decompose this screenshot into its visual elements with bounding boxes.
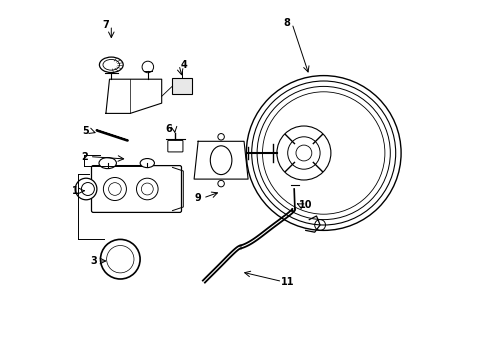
Text: 5: 5 [82, 126, 89, 136]
Text: 2: 2 [81, 152, 87, 162]
Circle shape [75, 178, 97, 200]
FancyBboxPatch shape [167, 140, 183, 152]
Text: 6: 6 [165, 123, 172, 134]
Ellipse shape [99, 158, 116, 168]
Text: 3: 3 [90, 256, 97, 266]
Text: 11: 11 [281, 276, 294, 287]
Text: 7: 7 [102, 20, 109, 30]
Text: 1: 1 [72, 186, 79, 196]
Circle shape [101, 239, 140, 279]
Ellipse shape [140, 158, 154, 168]
FancyBboxPatch shape [172, 78, 192, 94]
Text: 4: 4 [181, 60, 187, 70]
Text: 10: 10 [298, 200, 312, 210]
Text: 9: 9 [194, 193, 201, 203]
Circle shape [81, 183, 94, 195]
Text: 8: 8 [283, 18, 289, 28]
Ellipse shape [99, 57, 123, 72]
Circle shape [103, 177, 126, 201]
FancyBboxPatch shape [91, 166, 181, 212]
Circle shape [136, 178, 158, 200]
Circle shape [142, 61, 153, 73]
